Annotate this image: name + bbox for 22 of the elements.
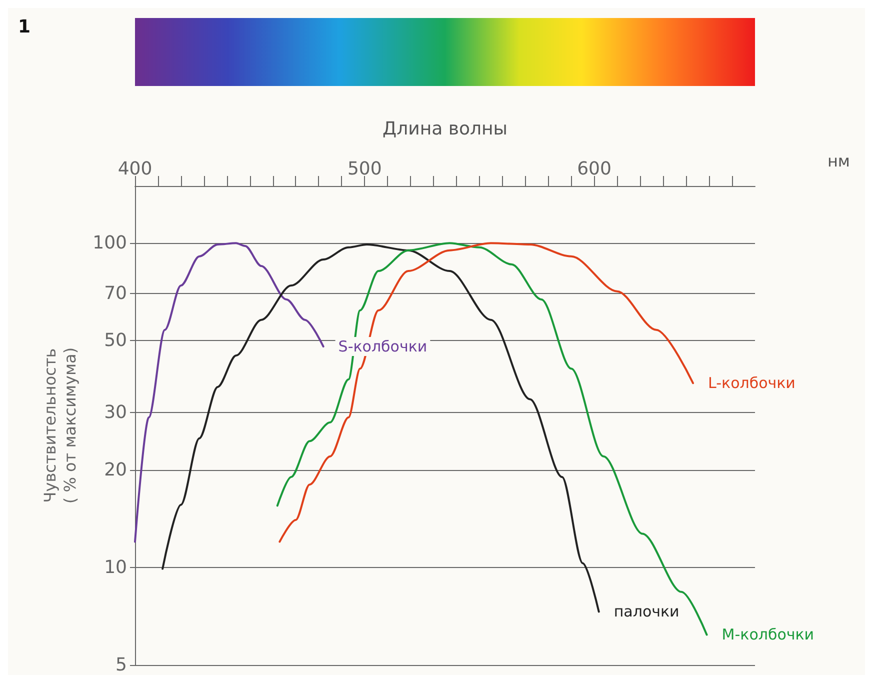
line-series — [278, 242, 694, 543]
x-tick-label: 400 — [118, 158, 152, 180]
series-label: L-колбочки — [708, 374, 796, 392]
y-tick-label: 20 — [104, 459, 127, 480]
y-tick-label: 5 — [116, 654, 127, 676]
y-tick-label: 100 — [92, 232, 127, 254]
y-tick-label: 70 — [104, 282, 127, 304]
series-label: палочки — [614, 602, 680, 621]
y-tick-label: 50 — [104, 330, 127, 352]
y-tick-label: 30 — [104, 402, 127, 424]
x-tick-label: 500 — [347, 158, 382, 180]
line-series — [162, 244, 600, 613]
y-tick-label: 10 — [104, 556, 127, 578]
line-series — [134, 242, 324, 543]
series-label: S-колбочки — [338, 337, 428, 356]
x-axis-title: Длина волны — [382, 118, 508, 140]
line-series — [276, 242, 708, 636]
series-label: M-колбочки — [722, 626, 814, 644]
text: нм — [827, 152, 850, 170]
y-axis-title: Чувствительность ( % от максимума) — [40, 347, 80, 504]
x-tick-label: 600 — [577, 158, 612, 180]
text: 1 — [18, 16, 31, 38]
